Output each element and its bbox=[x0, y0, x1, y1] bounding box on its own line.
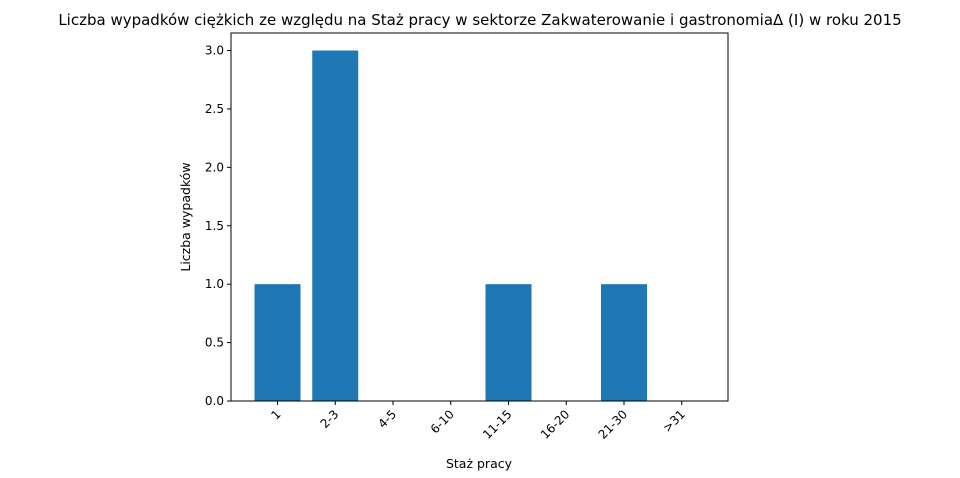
y-tick-label: 2.0 bbox=[205, 160, 224, 174]
bar-11-15 bbox=[485, 284, 532, 401]
x-tick-label: 11-15 bbox=[480, 407, 515, 442]
y-tick-label: 3.0 bbox=[205, 44, 224, 58]
y-tick-label: 1.0 bbox=[205, 277, 224, 291]
x-axis-label: Staż pracy bbox=[446, 456, 513, 471]
x-tick-label: 1 bbox=[268, 407, 283, 422]
x-tick-label: 21-30 bbox=[596, 407, 631, 442]
bar-1 bbox=[254, 284, 301, 401]
y-axis-ticks: 0.0 0.5 1.0 1.5 2.0 2.5 3.0 bbox=[205, 44, 231, 408]
bars-group bbox=[254, 50, 647, 402]
y-tick-label: 1.5 bbox=[205, 219, 224, 233]
x-tick-label: 4-5 bbox=[375, 407, 399, 431]
x-tick-label: 16-20 bbox=[538, 407, 573, 442]
x-axis-ticks: 1 2-3 4-5 6-10 11-15 16-20 21-30 >31 bbox=[268, 401, 688, 442]
y-tick-label: 0.0 bbox=[205, 394, 224, 408]
x-tick-label: >31 bbox=[660, 407, 688, 435]
x-tick-label: 2-3 bbox=[318, 407, 342, 431]
y-axis-label: Liczba wypadków bbox=[178, 162, 193, 271]
bar-21-30 bbox=[601, 284, 647, 401]
bar-2-3 bbox=[312, 50, 359, 402]
chart-title: Liczba wypadków ciężkich ze względu na S… bbox=[58, 11, 901, 29]
x-tick-label: 6-10 bbox=[428, 407, 457, 436]
plot-frame bbox=[230, 32, 729, 402]
y-tick-label: 2.5 bbox=[205, 102, 224, 116]
y-tick-label: 0.5 bbox=[205, 336, 224, 350]
